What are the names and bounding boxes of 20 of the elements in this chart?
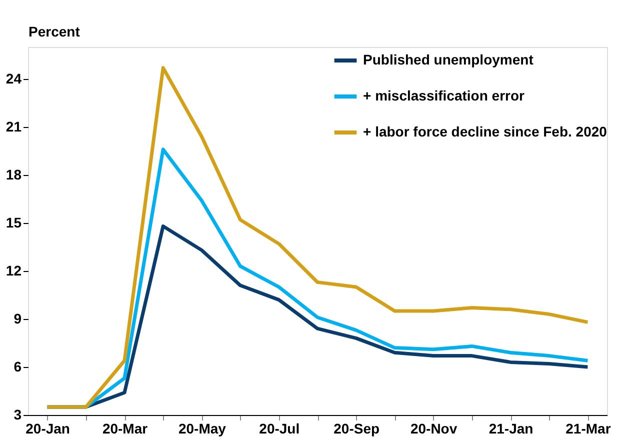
y-tick-label: 24	[6, 70, 22, 86]
x-tick-label: 20-Nov	[410, 420, 458, 436]
x-tick-label: 20-Mar	[102, 420, 148, 436]
legend-label: + misclassification error	[363, 88, 526, 104]
y-tick-label: 12	[6, 262, 22, 278]
x-tick-label: 20-Sep	[334, 420, 380, 436]
y-axis-title: Percent	[28, 24, 80, 40]
y-tick-label: 6	[14, 358, 22, 374]
legend-label: + labor force decline since Feb. 2020	[363, 124, 608, 140]
y-tick-label: 9	[14, 310, 22, 326]
x-tick-label: 20-Jul	[259, 420, 300, 436]
x-tick-label: 20-May	[178, 420, 226, 436]
x-tick-label: 21-Jan	[488, 420, 534, 436]
x-tick-label: 20-Jan	[26, 420, 70, 436]
y-tick-label: 18	[6, 166, 22, 182]
y-tick-label: 21	[6, 118, 22, 134]
legend-label: Published unemployment	[363, 52, 534, 68]
y-tick-label: 3	[14, 406, 22, 422]
y-tick-label: 15	[6, 214, 22, 230]
x-tick-label: 21-Mar	[566, 420, 612, 436]
